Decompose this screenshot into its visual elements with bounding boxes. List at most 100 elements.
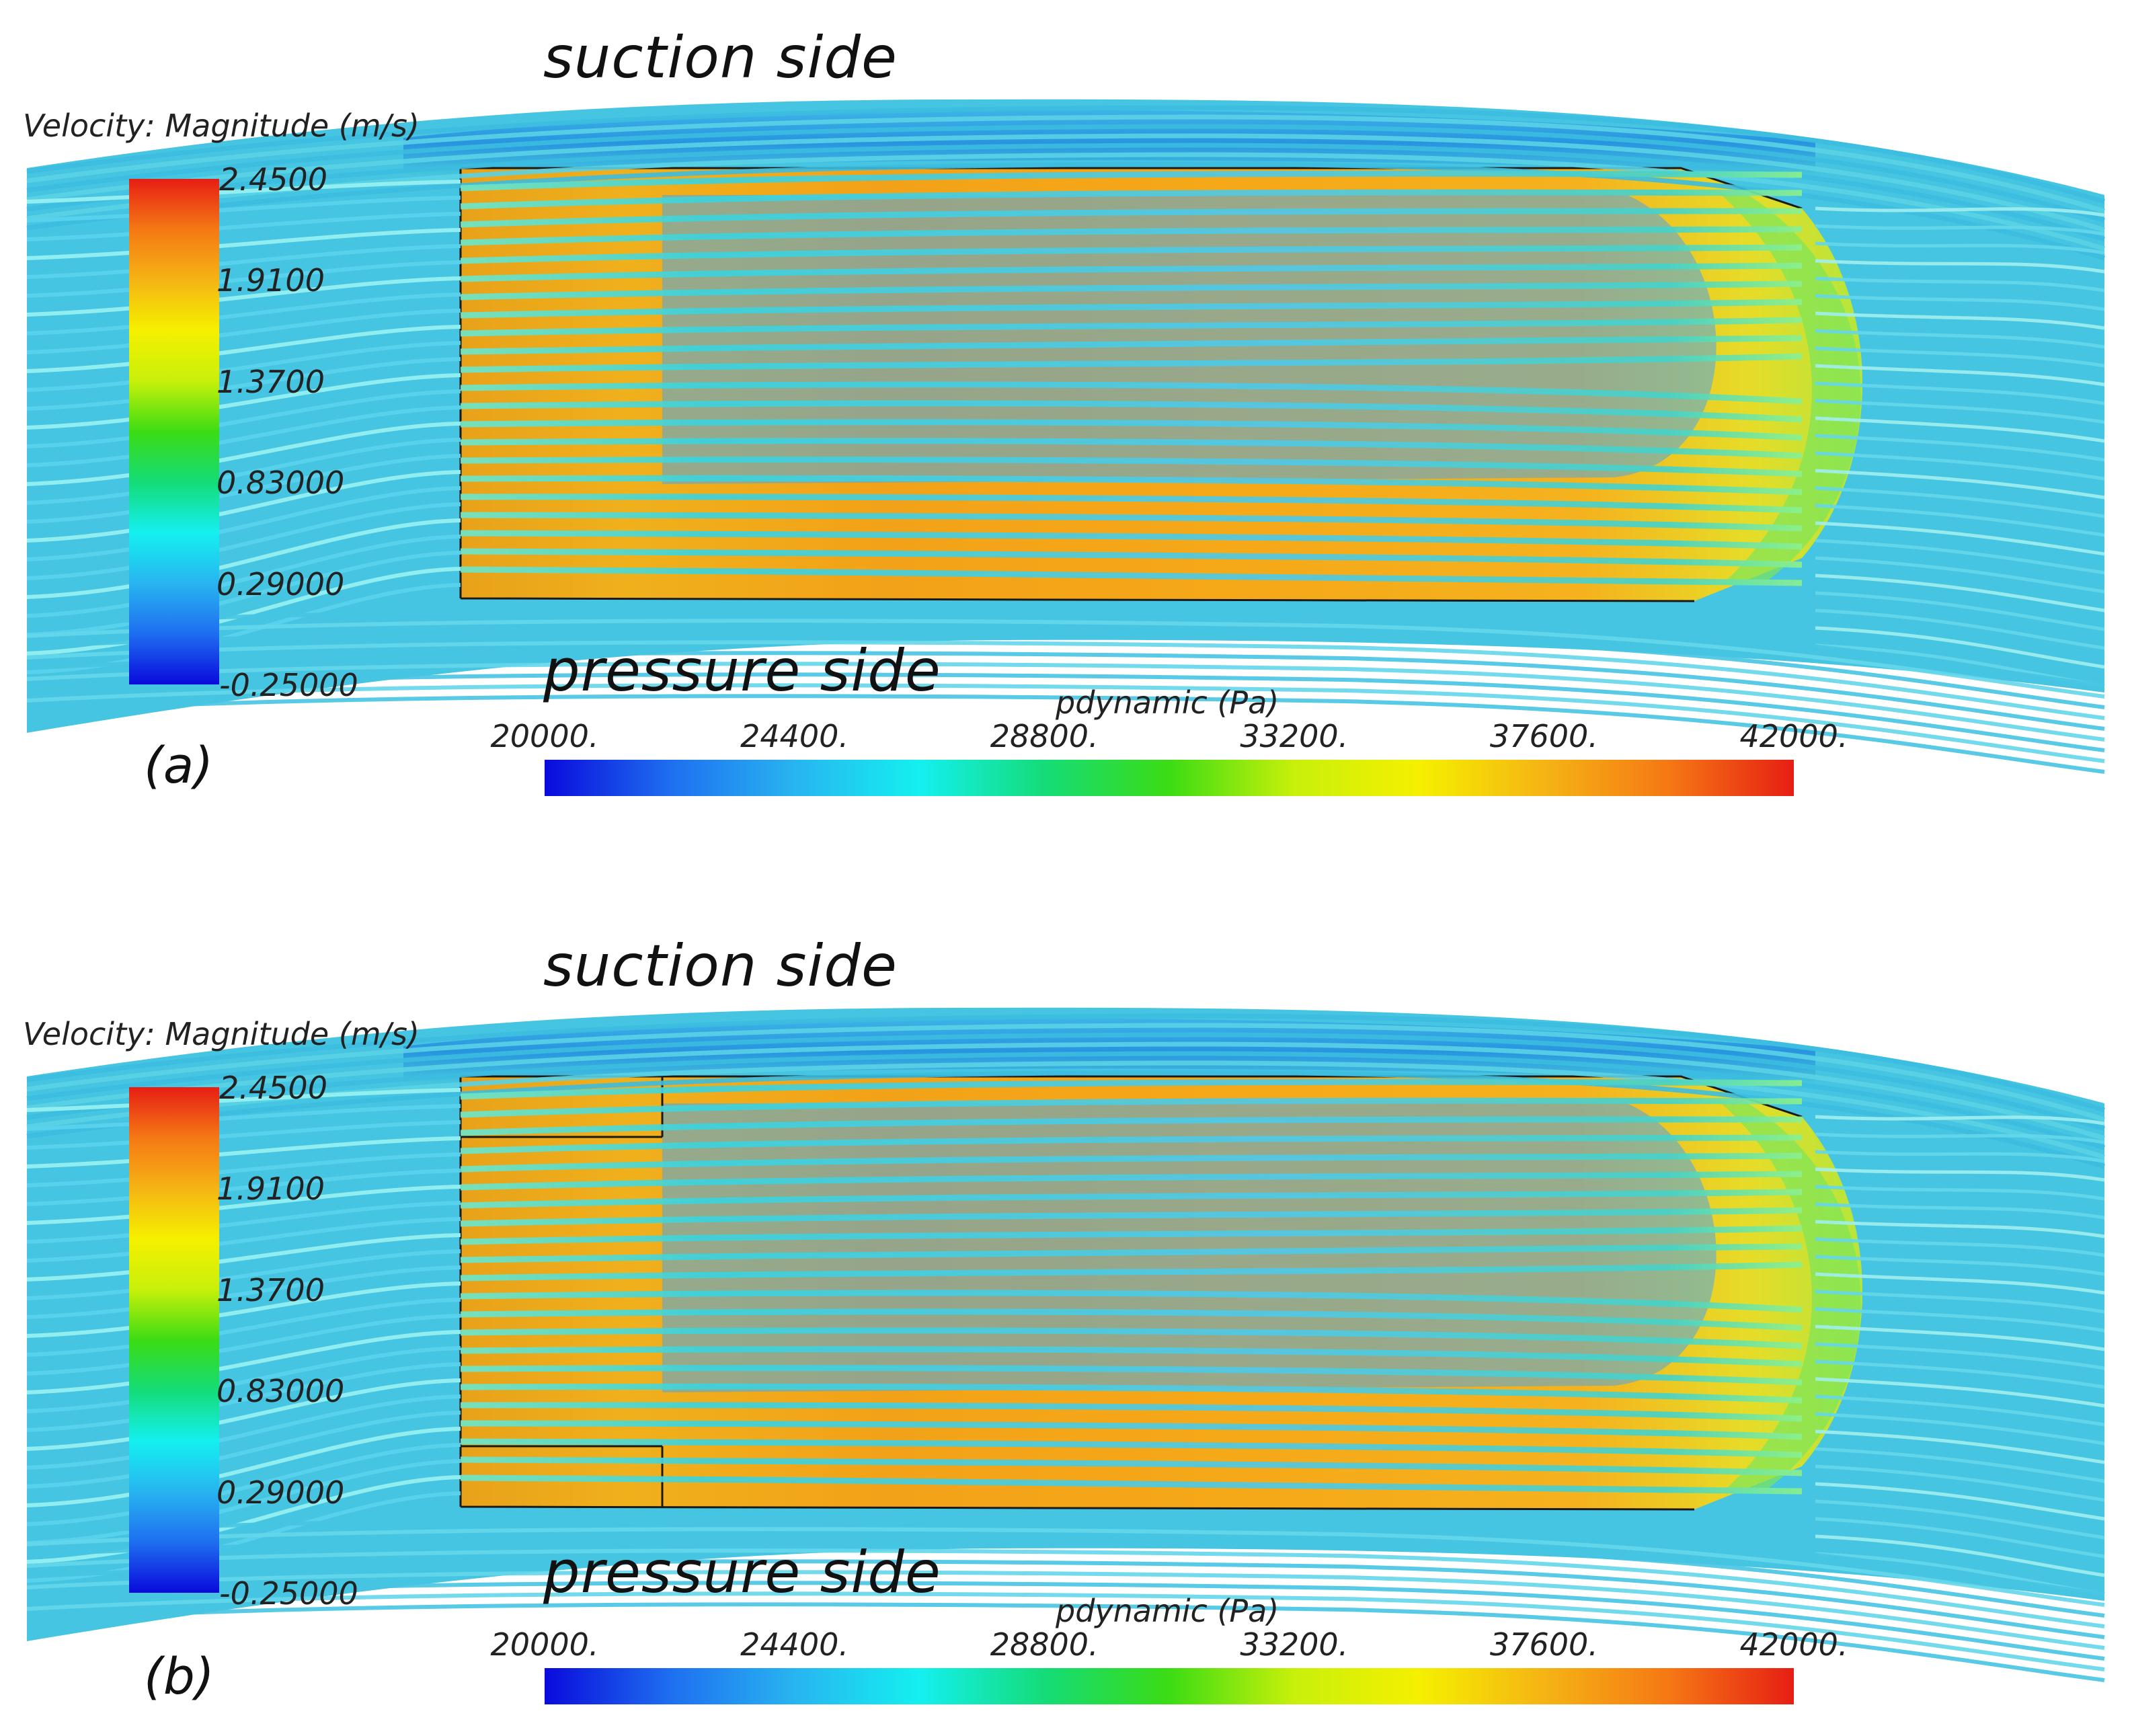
streamline: [1815, 1185, 2105, 1201]
velocity-tick-label: 0.83000: [216, 1373, 345, 1410]
pressure-tick-label: 24400.: [740, 1626, 849, 1663]
streamline: [26, 454, 461, 524]
streamline: [1815, 1202, 2105, 1220]
streamline: [26, 608, 2105, 688]
streamline: [1815, 1115, 2105, 1126]
velocity-colorbar: [129, 179, 219, 684]
streamline: [26, 389, 461, 448]
streamline: [26, 662, 2105, 742]
velocity-legend-title: Velocity: Magnitude (m/s): [23, 108, 420, 144]
streamline: [460, 530, 1803, 550]
streamline: [26, 1591, 2105, 1671]
streamline: [26, 373, 461, 430]
pressure-legend-title: pdynamic (Pa): [1056, 1593, 1279, 1629]
velocity-tick-label: 2.4500: [219, 1070, 327, 1106]
streamline: [1815, 224, 2105, 236]
streamline: [26, 1602, 2105, 1682]
streamline: [26, 1581, 2105, 1661]
streamline: [460, 1365, 1803, 1386]
streamline: [26, 1169, 461, 1206]
streamline: [26, 1281, 461, 1338]
pressure-tick-label: 20000.: [490, 1626, 599, 1663]
streamline: [1815, 1150, 2105, 1163]
streamline: [1815, 486, 2105, 518]
pressure-tick-label: 37600.: [1489, 1626, 1598, 1663]
streamline: [1815, 556, 2105, 594]
streamline: [26, 1378, 461, 1451]
streamline: [1815, 241, 2105, 255]
pressure-tick-label: 33200.: [1240, 1626, 1349, 1663]
streamline: [1815, 1447, 2105, 1483]
streamline: [1815, 1499, 2105, 1540]
streamline: [1815, 1290, 2105, 1314]
panel-tag: (b): [144, 1648, 214, 1706]
streamline: [1815, 1325, 2105, 1351]
streamline: [1815, 539, 2105, 575]
streamline: [460, 299, 1803, 319]
streamline: [1815, 1220, 2105, 1238]
streamline: [460, 317, 1803, 337]
velocity-tick-label: 0.29000: [216, 1474, 345, 1511]
streamline: [26, 1394, 461, 1470]
streamline: [26, 1443, 461, 1526]
streamline: [1815, 259, 2105, 274]
streamline: [26, 1201, 461, 1244]
streamline: [26, 1023, 2106, 1122]
pressure-colorbar: [545, 760, 1794, 796]
streamline: [26, 470, 461, 543]
streamline: [26, 1559, 2105, 1639]
streamline: [26, 1136, 461, 1169]
streamline: [26, 1233, 461, 1281]
streamline: [460, 494, 1803, 514]
streamline: [1815, 1517, 2105, 1559]
streamline: [460, 1171, 1803, 1191]
pressure-legend-title: pdynamic (Pa): [1056, 684, 1279, 721]
streamline: [460, 280, 1803, 301]
streamline: [460, 1456, 1803, 1476]
streamline: [26, 567, 461, 656]
suction-side-label: suction side: [543, 933, 898, 1000]
streamline: [460, 400, 1803, 423]
streamline: [460, 208, 1803, 228]
streamline: [26, 1265, 461, 1319]
streamline: [26, 518, 461, 599]
streamline: [460, 1261, 1803, 1281]
pressure-tick-label: 33200.: [1240, 718, 1349, 754]
streamline: [26, 486, 461, 561]
streamline: [1815, 294, 2105, 311]
velocity-tick-label: 1.9100: [216, 1171, 325, 1208]
streamline: [460, 1134, 1803, 1154]
streamline: [1815, 1132, 2105, 1144]
streamline: [1815, 1482, 2105, 1521]
streamline: [26, 619, 2105, 699]
velocity-tick-label: -0.25000: [219, 1575, 358, 1612]
streamlines: [26, 1013, 2106, 1682]
streamline: [26, 1298, 461, 1357]
streamline: [1815, 1307, 2105, 1333]
velocity-tick-label: 1.9100: [216, 262, 325, 299]
pressure-tick-label: 24400.: [740, 718, 849, 754]
streamline: [26, 1527, 2105, 1607]
streamline: [26, 1427, 461, 1507]
streamline: [26, 1041, 2106, 1141]
streamline: [1815, 1394, 2105, 1427]
streamline: [1815, 416, 2105, 443]
streamline: [1815, 364, 2105, 387]
streamline: [460, 1420, 1803, 1440]
streamline: [460, 475, 1803, 496]
streamline: [1815, 329, 2105, 349]
streamline: [26, 629, 2105, 709]
pressure-tick-label: 42000.: [1739, 718, 1848, 754]
streamline: [1815, 574, 2105, 613]
slot-outline: [461, 1076, 664, 1507]
streamline: [460, 262, 1803, 282]
streamline: [26, 228, 461, 260]
streamline: [1815, 504, 2105, 537]
streamline: [26, 1152, 461, 1187]
streamline: [26, 1314, 461, 1376]
streamline: [26, 502, 461, 580]
streamline: [1815, 1167, 2105, 1182]
streamline: [26, 180, 461, 204]
suction-side-label: suction side: [543, 24, 898, 91]
streamline: [26, 1475, 461, 1564]
